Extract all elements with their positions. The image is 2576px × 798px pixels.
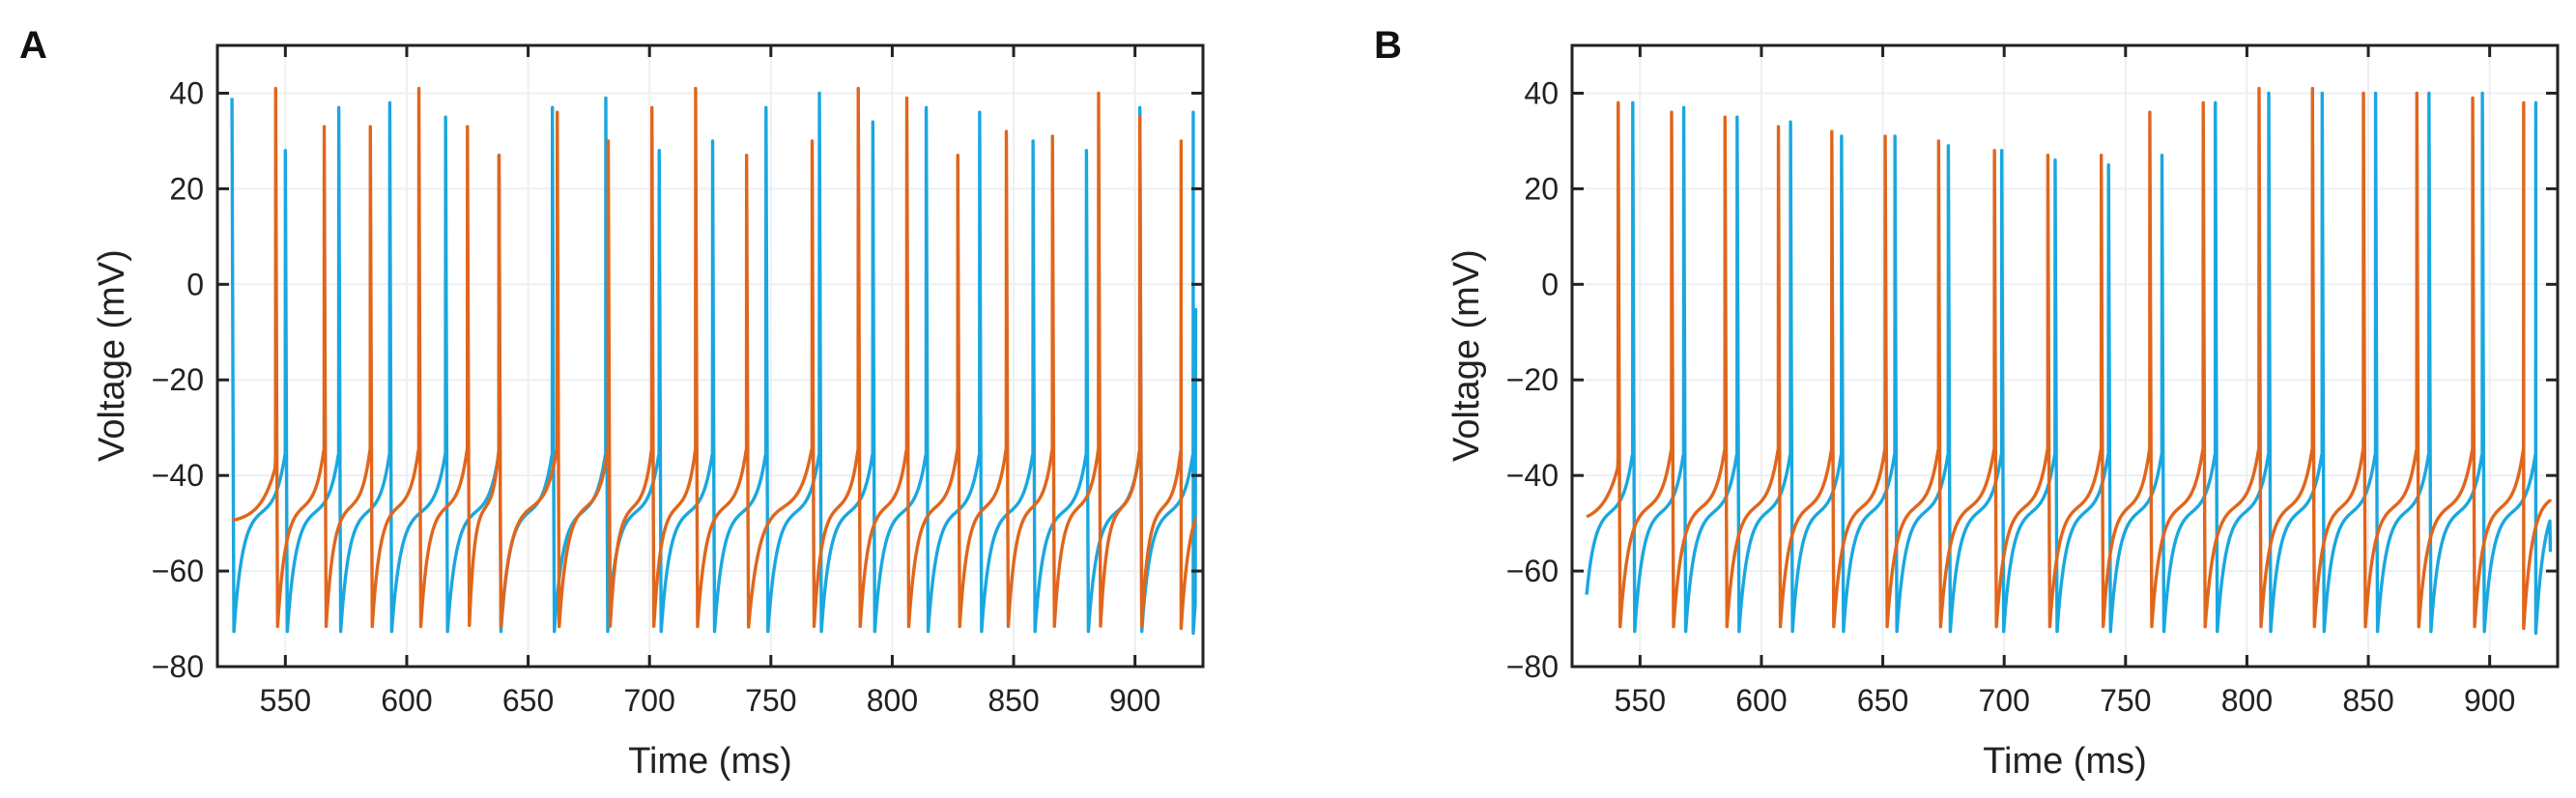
series-line-2 <box>1585 86 2553 631</box>
plot-frame <box>1570 43 2560 669</box>
y-tick-label: 0 <box>1541 267 1559 301</box>
y-tick-labels: −80 −60 −40 −20 0 20 40 <box>1506 75 1559 684</box>
series-line-1 <box>1585 91 2553 636</box>
x-tick-label: 700 <box>623 683 674 718</box>
x-tick-label: 550 <box>1615 683 1666 718</box>
ticks <box>1572 45 2558 669</box>
panel-label: A <box>19 24 47 67</box>
ticks <box>217 45 1203 669</box>
traces <box>230 86 1198 636</box>
y-tick-label: 20 <box>1524 171 1559 206</box>
y-axis-title: Voltage (mV) <box>92 249 132 462</box>
x-tick-label: 750 <box>2100 683 2151 718</box>
x-tick-label: 750 <box>745 683 796 718</box>
grid <box>217 45 1203 668</box>
plot-frame <box>215 43 1205 669</box>
x-tick-labels: 550 600 650 700 750 800 850 900 <box>1615 683 2516 718</box>
x-tick-label: 550 <box>260 683 311 718</box>
x-tick-label: 700 <box>1978 683 2029 718</box>
y-tick-label: −20 <box>1506 362 1559 397</box>
y-tick-label: −20 <box>152 362 204 397</box>
y-tick-label: 40 <box>1524 75 1559 110</box>
x-tick-label: 800 <box>867 683 918 718</box>
x-tick-label: 650 <box>502 683 554 718</box>
y-tick-label: −60 <box>1506 554 1559 588</box>
x-axis-title: Time (ms) <box>1983 741 2147 782</box>
x-tick-label: 850 <box>2342 683 2393 718</box>
panel-b: B 550 600 650 700 750 800 850 900 −80 −60 −40 −20 0… <box>1374 24 2560 782</box>
y-tick-label: 20 <box>169 171 204 206</box>
x-tick-label: 900 <box>2464 683 2515 718</box>
traces <box>1585 86 2553 636</box>
y-tick-label: 40 <box>169 75 204 110</box>
y-tick-label: −80 <box>152 649 204 684</box>
series-line-1 <box>230 91 1198 636</box>
y-tick-label: −40 <box>152 458 204 493</box>
x-tick-label: 900 <box>1109 683 1160 718</box>
y-axis-title: Voltage (mV) <box>1446 249 1487 462</box>
y-tick-label: −80 <box>1506 649 1559 684</box>
x-tick-label: 600 <box>381 683 432 718</box>
y-tick-label: −40 <box>1506 458 1559 493</box>
grid <box>1572 45 2558 668</box>
panel-a: A 550 600 650 700 750 800 850 900 −80 −60 −40 −20 0… <box>19 24 1205 782</box>
y-tick-labels: −80 −60 −40 −20 0 20 40 <box>152 75 204 684</box>
x-tick-label: 600 <box>1735 683 1787 718</box>
x-tick-label: 650 <box>1857 683 1908 718</box>
y-tick-label: −60 <box>152 554 204 588</box>
x-tick-label: 800 <box>2221 683 2273 718</box>
y-tick-label: 0 <box>186 267 204 301</box>
x-tick-label: 850 <box>987 683 1039 718</box>
series-line-2 <box>230 86 1198 631</box>
x-tick-labels: 550 600 650 700 750 800 850 900 <box>260 683 1161 718</box>
x-axis-title: Time (ms) <box>628 741 792 782</box>
panel-label: B <box>1374 24 1402 67</box>
